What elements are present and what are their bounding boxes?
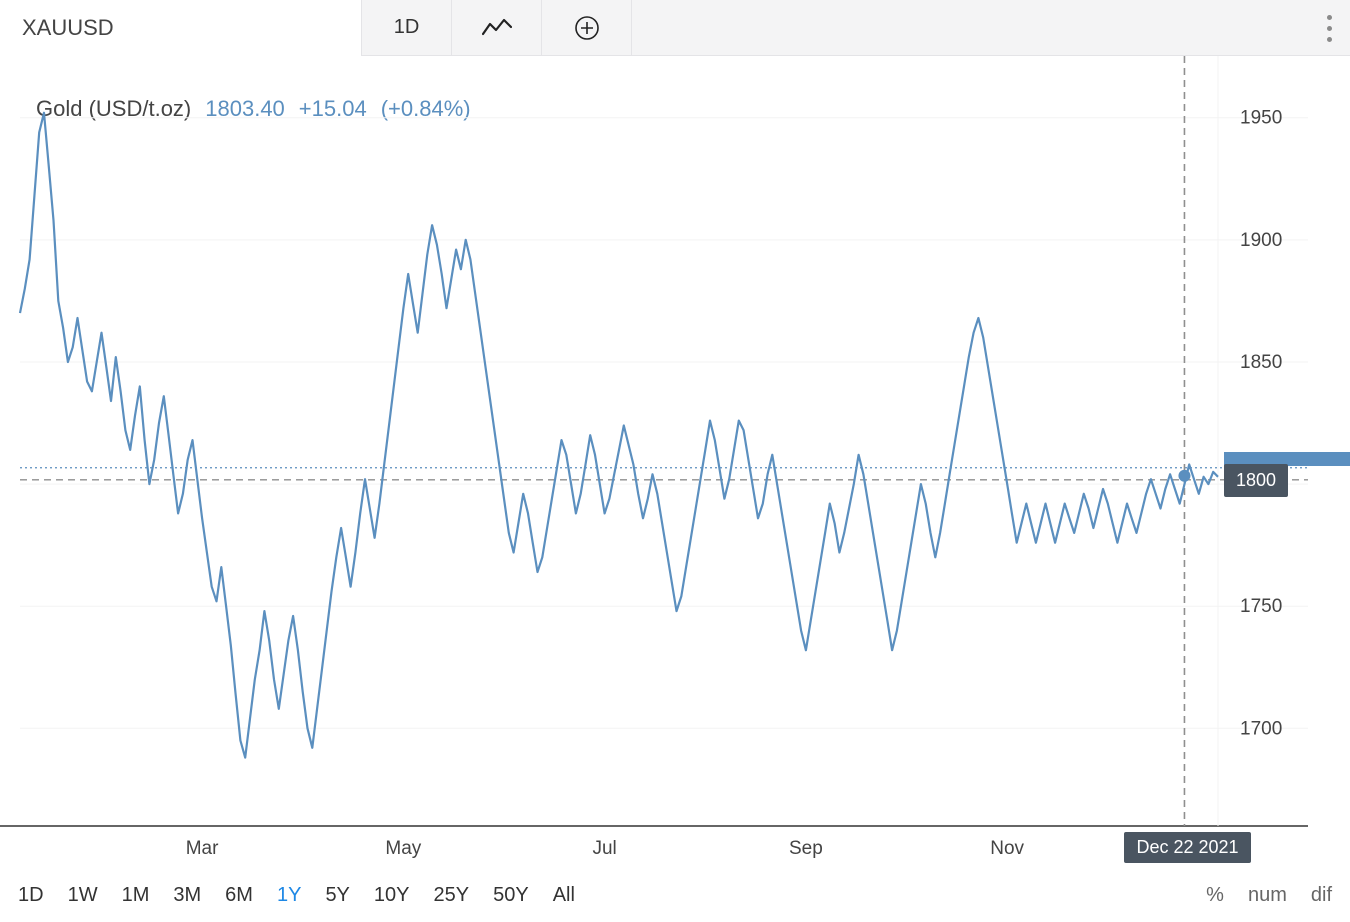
crosshair-price-tag: 1800: [1224, 464, 1288, 497]
range-button-6m[interactable]: 6M: [225, 884, 253, 907]
chart-type-button[interactable]: [452, 0, 542, 56]
crosshair-date-tag: Dec 22 2021: [1124, 832, 1250, 863]
mode-button-num[interactable]: num: [1248, 884, 1287, 907]
mode-buttons: % num dif: [1206, 884, 1332, 907]
range-button-25y[interactable]: 25Y: [434, 884, 470, 907]
mode-button-dif[interactable]: dif: [1311, 884, 1332, 907]
svg-text:May: May: [385, 838, 421, 859]
svg-text:1950: 1950: [1240, 108, 1282, 129]
add-indicator-button[interactable]: [542, 0, 632, 56]
symbol-input[interactable]: [0, 0, 362, 56]
kebab-icon: [1327, 12, 1332, 45]
toolbar: 1D: [0, 0, 1350, 56]
range-button-5y[interactable]: 5Y: [325, 884, 349, 907]
line-chart-icon: [482, 18, 512, 38]
chart-area[interactable]: Gold (USD/t.oz) 1803.40 +15.04 (+0.84%) …: [0, 56, 1350, 868]
range-buttons: 1D 1W 1M 3M 6M 1Y 5Y 10Y 25Y 50Y All: [18, 884, 575, 907]
range-button-50y[interactable]: 50Y: [493, 884, 529, 907]
svg-text:Nov: Nov: [990, 838, 1024, 859]
interval-button[interactable]: 1D: [362, 0, 452, 56]
range-bar: 1D 1W 1M 3M 6M 1Y 5Y 10Y 25Y 50Y All % num dif: [0, 868, 1350, 922]
svg-text:1700: 1700: [1240, 718, 1282, 739]
more-menu-button[interactable]: [1327, 0, 1332, 56]
range-button-1y[interactable]: 1Y: [277, 884, 301, 907]
svg-text:1750: 1750: [1240, 596, 1282, 617]
range-button-all[interactable]: All: [553, 884, 575, 907]
plus-circle-icon: [574, 15, 600, 41]
svg-text:Sep: Sep: [789, 838, 823, 859]
app-root: 1D Gold (USD/t.oz) 1803.40 +15.04 (+0.84…: [0, 0, 1350, 922]
chart-svg: 1700 1750 1800 1850 1900 1950 Mar May Jul Sep Nov: [0, 56, 1350, 868]
range-button-1w[interactable]: 1W: [68, 884, 98, 907]
svg-text:Jul: Jul: [592, 838, 616, 859]
range-button-1d[interactable]: 1D: [18, 884, 44, 907]
svg-text:Mar: Mar: [186, 838, 219, 859]
range-button-10y[interactable]: 10Y: [374, 884, 410, 907]
svg-text:1850: 1850: [1240, 352, 1282, 373]
range-button-3m[interactable]: 3M: [173, 884, 201, 907]
mode-button-%[interactable]: %: [1206, 884, 1224, 907]
svg-text:1900: 1900: [1240, 230, 1282, 251]
interval-label: 1D: [394, 16, 420, 39]
range-button-1m[interactable]: 1M: [122, 884, 150, 907]
